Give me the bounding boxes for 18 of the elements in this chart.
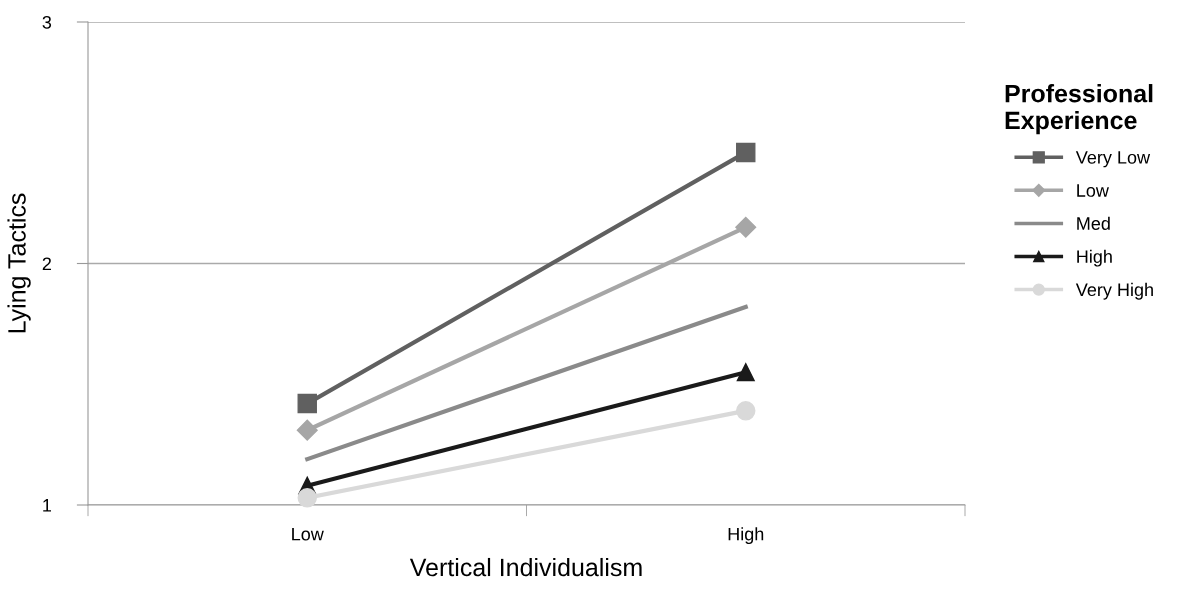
point xyxy=(736,401,756,421)
legend-title: Professional Experience xyxy=(1005,84,1153,135)
point xyxy=(296,419,318,441)
point xyxy=(735,216,757,238)
legend-label: High xyxy=(1077,249,1112,267)
y-tick-label: 2 xyxy=(42,257,51,271)
y-tick-label: 1 xyxy=(43,499,52,512)
x-axis-title: Vertical Individualism xyxy=(409,557,642,577)
legend-label: Low xyxy=(1077,184,1109,197)
point xyxy=(736,142,756,163)
legend-label: Very High xyxy=(1075,282,1153,300)
legend-label: Med xyxy=(1077,216,1110,230)
point xyxy=(736,363,755,382)
point xyxy=(297,393,317,414)
legend-label: Very Low xyxy=(1075,151,1151,168)
y-axis-title: Lying Tactics xyxy=(7,193,31,333)
point xyxy=(297,488,317,508)
y-tick-label: 3 xyxy=(42,15,52,29)
